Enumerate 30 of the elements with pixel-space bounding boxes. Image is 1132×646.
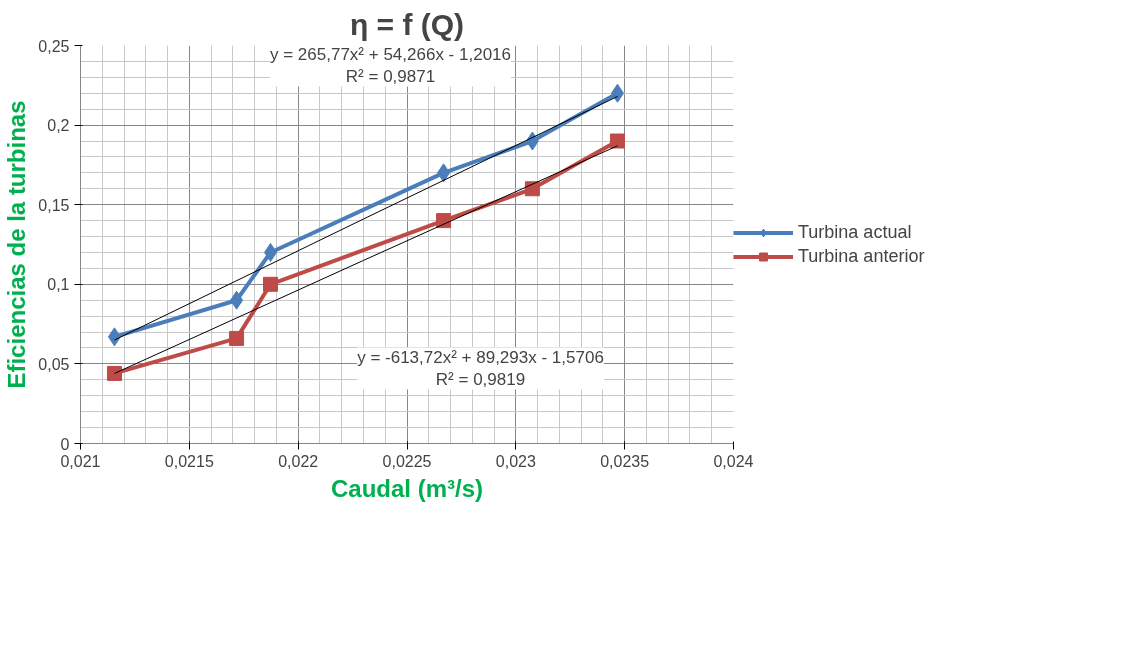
y-tick-label: 0 xyxy=(60,435,70,453)
point xyxy=(437,163,451,183)
y-tick-label: 0,1 xyxy=(47,276,70,294)
legend-label: Turbina anterior xyxy=(798,245,925,267)
point xyxy=(107,327,121,347)
y-tick-label: 0,15 xyxy=(38,196,70,214)
point xyxy=(230,290,244,310)
point xyxy=(264,242,278,262)
point xyxy=(229,330,245,346)
x-axis-title: Caudal (m³/s) xyxy=(330,474,484,502)
x-tick-label: 0,023 xyxy=(495,452,536,470)
y-tick-label: 0,05 xyxy=(38,355,70,373)
point xyxy=(524,181,540,197)
point xyxy=(609,133,625,149)
y-tick-label: 0,25 xyxy=(38,37,70,55)
x-tick-label: 0,024 xyxy=(713,452,754,470)
x-tick-label: 0,0215 xyxy=(164,452,214,470)
x-tick-label: 0,021 xyxy=(60,452,101,470)
point xyxy=(263,276,279,292)
chart-title: η = f (Q) xyxy=(349,7,465,41)
point xyxy=(106,365,122,381)
annotation: y = 265,77x² + 54,266x - 1,2016 R² = 0,9871 xyxy=(270,44,512,87)
point xyxy=(610,83,624,103)
y-axis-title: Eficiencias de la turbinas xyxy=(3,100,31,389)
y-tick-label: 0,2 xyxy=(47,117,70,135)
legend-label: Turbina actual xyxy=(798,221,912,243)
x-tick-label: 0,0225 xyxy=(382,452,432,470)
annotation: y = -613,72x² + 89,293x - 1,5706 R² = 0,9819 xyxy=(357,347,604,390)
x-tick-label: 0,0235 xyxy=(600,452,650,470)
x-tick-label: 0,022 xyxy=(278,452,319,470)
